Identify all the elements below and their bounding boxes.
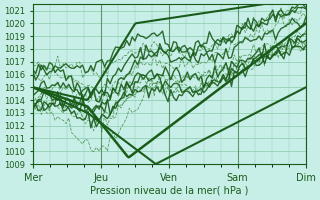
X-axis label: Pression niveau de la mer( hPa ): Pression niveau de la mer( hPa ): [90, 186, 249, 196]
